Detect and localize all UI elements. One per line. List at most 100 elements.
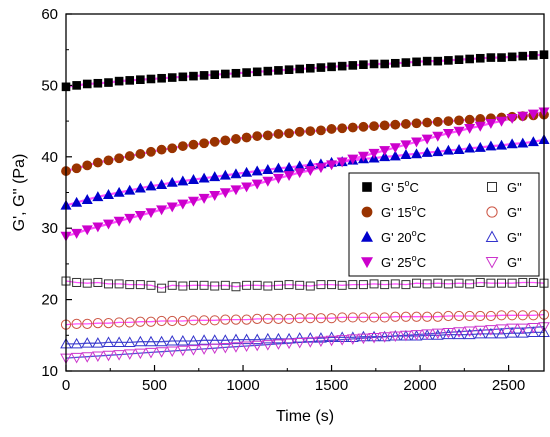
- data-point: [167, 280, 177, 290]
- data-point: [155, 335, 168, 347]
- data-point: [378, 332, 391, 343]
- x-axis-label: Time (s): [276, 408, 334, 425]
- data-point: [230, 342, 242, 353]
- data-point: [284, 280, 294, 290]
- y-tick-label: 20: [41, 292, 58, 309]
- data-point: [166, 176, 178, 187]
- data-point: [71, 318, 82, 329]
- data-point: [114, 317, 125, 328]
- fit-line: [65, 280, 545, 289]
- data-point: [315, 163, 327, 174]
- y-axis-label: G', G'' (Pa): [11, 154, 28, 232]
- data-point: [527, 109, 539, 120]
- data-point: [103, 279, 113, 289]
- data-point: [442, 327, 455, 339]
- data-point: [475, 277, 485, 287]
- fit-line: [65, 138, 545, 207]
- data-point: [433, 278, 443, 288]
- data-point: [411, 148, 423, 159]
- data-point: [390, 311, 401, 322]
- data-point: [72, 277, 82, 287]
- data-point: [369, 59, 379, 69]
- data-point: [189, 71, 198, 81]
- data-point: [315, 313, 327, 324]
- data-point: [178, 281, 188, 291]
- data-point: [187, 196, 199, 207]
- data-point: [527, 322, 540, 334]
- data-point: [230, 314, 242, 325]
- data-point: [273, 129, 284, 139]
- data-point: [156, 179, 168, 189]
- data-point: [92, 191, 104, 202]
- data-point: [347, 154, 359, 165]
- data-point: [82, 160, 93, 171]
- data-point: [294, 313, 305, 324]
- data-point: [327, 62, 336, 72]
- data-point: [518, 277, 528, 287]
- data-point: [240, 341, 253, 353]
- data-point: [104, 78, 113, 87]
- data-point: [294, 168, 306, 179]
- data-point: [71, 163, 82, 174]
- data-point: [527, 136, 539, 147]
- data-point: [294, 126, 305, 137]
- legend-box: [348, 172, 540, 277]
- data-point: [454, 278, 464, 288]
- data-point: [252, 313, 263, 324]
- data-point: [454, 115, 464, 126]
- data-point: [326, 160, 338, 171]
- data-point: [433, 56, 443, 66]
- data-point: [283, 332, 295, 344]
- data-point: [401, 58, 411, 67]
- data-point: [464, 114, 475, 125]
- data-point: [81, 337, 94, 348]
- data-point: [125, 280, 135, 290]
- data-point: [474, 327, 487, 339]
- data-point: [156, 144, 167, 155]
- data-point: [506, 138, 518, 149]
- data-point: [422, 279, 432, 289]
- data-point: [305, 281, 315, 291]
- data-point: [453, 310, 465, 322]
- data-point: [231, 68, 241, 78]
- data-point: [187, 174, 199, 184]
- data-point: [336, 331, 349, 342]
- data-point: [146, 146, 156, 157]
- data-point: [113, 216, 125, 227]
- data-point: [156, 205, 168, 216]
- data-point: [70, 337, 83, 349]
- data-point: [166, 334, 179, 346]
- data-point: [92, 157, 103, 168]
- data-point: [295, 280, 305, 290]
- data-point: [210, 281, 220, 291]
- data-point: [274, 66, 283, 75]
- data-point: [410, 330, 423, 341]
- data-point: [167, 143, 178, 154]
- x-tick-label: 1500: [315, 377, 348, 394]
- data-point: [242, 68, 251, 77]
- data-point: [273, 313, 284, 324]
- data-point: [241, 182, 253, 193]
- data-point: [507, 278, 517, 288]
- data-point: [337, 280, 347, 290]
- data-point: [145, 347, 157, 359]
- data-point: [422, 56, 432, 66]
- data-point: [177, 315, 188, 327]
- data-point: [528, 277, 538, 287]
- data-point: [209, 315, 220, 326]
- data-point: [102, 350, 115, 362]
- data-point: [442, 328, 455, 340]
- data-point: [220, 314, 231, 325]
- fit-line: [65, 313, 545, 326]
- data-point: [93, 78, 103, 88]
- data-point: [432, 131, 444, 142]
- tick-labels: 0 500 1000 1500 2000 2500 10 20 30 40 50 60: [41, 6, 525, 394]
- data-point: [145, 180, 157, 191]
- data-point: [135, 316, 146, 327]
- data-point: [517, 137, 529, 148]
- data-point: [273, 280, 283, 290]
- data-point: [72, 81, 81, 90]
- data-point: [464, 142, 476, 153]
- data-point: [464, 310, 475, 322]
- data-point: [70, 352, 83, 364]
